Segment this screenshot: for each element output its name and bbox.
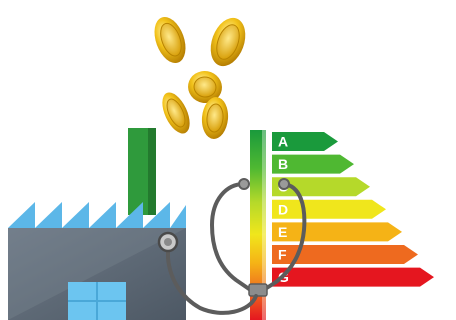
factory-roof (8, 202, 186, 228)
rating-arrow-b: B (272, 154, 354, 174)
coin (188, 70, 222, 104)
factory-icon (8, 128, 186, 320)
rating-arrow-d: D (272, 199, 386, 219)
coin (210, 17, 246, 67)
rating-arrow-shape (272, 245, 418, 264)
coin (162, 92, 190, 134)
rating-arrow-shape (272, 267, 434, 287)
rating-letter: B (278, 156, 288, 172)
coin (154, 16, 186, 64)
rating-arrow-f: F (272, 245, 418, 264)
rating-letter: A (278, 134, 288, 150)
rating-arrow-shape (272, 199, 386, 219)
coin (201, 97, 229, 139)
energy-rating-arrows: ABCDEFG (272, 132, 434, 287)
rating-arrow-a: A (272, 132, 338, 151)
coins-icon (154, 16, 246, 139)
rating-arrow-g: G (272, 267, 434, 287)
rating-arrow-e: E (272, 222, 402, 242)
energy-scale-bar (250, 130, 266, 320)
factory-window (68, 282, 126, 320)
rating-letter: D (278, 201, 288, 217)
stethoscope-icon (157, 178, 307, 315)
rating-arrow-shape (272, 154, 354, 174)
rating-arrow-shape (272, 132, 338, 151)
rating-letter: F (278, 247, 287, 263)
rating-letter: E (278, 224, 287, 240)
rating-arrow-shape (272, 222, 402, 242)
